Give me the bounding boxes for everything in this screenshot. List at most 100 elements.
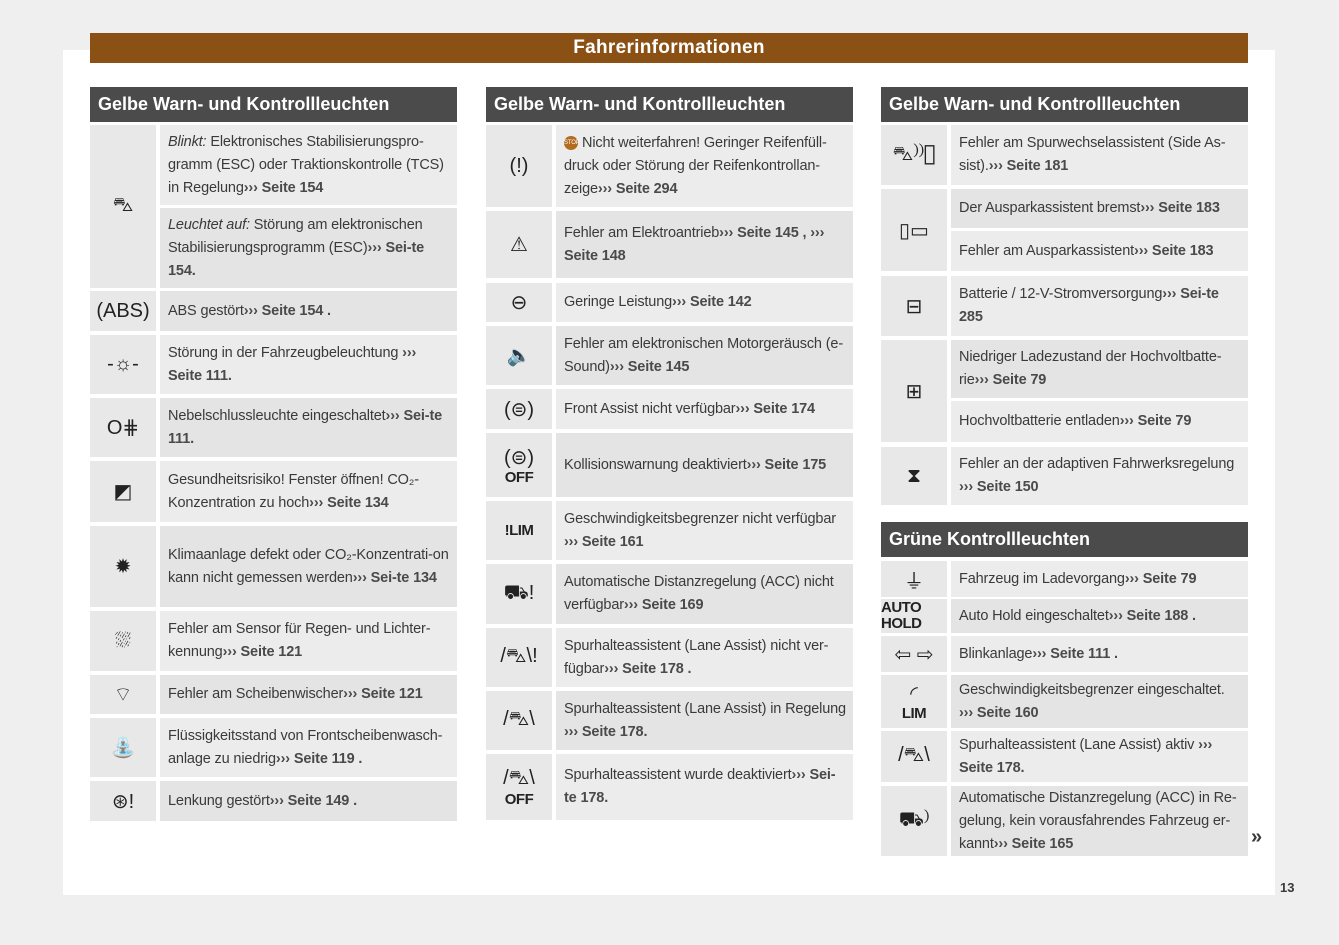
page-reference-link[interactable]: ››› Seite 79 [974, 372, 1047, 388]
table-row: ⛲ Flüssigkeitsstand von Frontscheibenwasc… [90, 718, 457, 777]
page-reference-link[interactable]: ››› Sei-te 111. [168, 407, 443, 447]
page-title: Fahrerinformationen [90, 33, 1248, 63]
description: Nebelschlussleuchte eingeschaltet››› Sei… [160, 398, 457, 457]
page-reference-link[interactable]: ››› Seite 150 [959, 479, 1039, 495]
table-row: ⏚ Fahrzeug im Ladevorgang››› Seite 79 [881, 561, 1248, 597]
description-body: ABS gestört [168, 302, 244, 319]
adaptive-suspension-icon-glyph: ⧗ [906, 464, 922, 487]
acc-no-vehicle-icon-glyph: ⛟⁾ [898, 808, 930, 831]
air-conditioning-icon-glyph: ✹ [114, 556, 132, 578]
description-text: Fehler am Scheibenwischer››› Seite 121 [168, 683, 423, 706]
description-body: Geschwindigkeitsbegrenzer nicht verfügba… [564, 510, 836, 527]
page-reference-link[interactable]: ››› Seite 121 [222, 644, 303, 660]
continued-marker: » [1251, 826, 1263, 848]
description: Geschwindigkeitsbegrenzer eingeschaltet.… [951, 675, 1248, 728]
page-reference-link[interactable]: ››› Seite 178. [564, 723, 648, 740]
page-reference-link[interactable]: ››› Seite 154 [243, 179, 324, 196]
page-reference-link[interactable]: ››› Sei-te 178. [564, 767, 836, 806]
description-body: Front Assist nicht verfügbar [564, 400, 736, 417]
description-cells: Flüssigkeitsstand von Frontscheibenwasch… [160, 718, 457, 777]
page-reference-link[interactable]: ››› Seite 178 . [604, 660, 692, 677]
page-reference-link[interactable]: ››› Seite 188 . [1108, 607, 1196, 624]
page-reference-link[interactable]: ››› Seite 79 [1119, 413, 1192, 429]
page-reference-link[interactable]: ››› Sei-te 134 [352, 569, 437, 586]
description-text: Blinkanlage››› Seite 111 . [959, 643, 1118, 666]
page-reference-link[interactable]: ››› Seite 111. [168, 344, 417, 384]
description-text: Fehler am Sensor für Regen- und Lichter-… [168, 618, 451, 664]
page-reference-link[interactable]: ››› Seite 145 [609, 358, 690, 375]
front-assist-icon-glyph: (⊜) [503, 398, 535, 421]
page-reference-link[interactable]: ››› Seite 169 [623, 597, 704, 613]
description-cells: Geschwindigkeitsbegrenzer nicht verfügba… [556, 501, 853, 560]
page-reference-link[interactable]: ››› Seite 119 . [275, 750, 363, 767]
window-open-icon-glyph: ◩ [113, 481, 133, 503]
electric-drive-fault-icon: ⚠ [486, 211, 552, 278]
page-reference-link[interactable]: ››› Sei-te 154. [168, 239, 425, 279]
description-body: Spurhalteassistent wurde deaktiviert [564, 767, 792, 783]
table-row: (!) STOP Nicht weiterfahren! Geringer Reif… [486, 125, 853, 207]
description-cells: Batterie / 12-V-Stromversorgung››› Sei-t… [951, 276, 1248, 336]
table-row: ⊞ Niedriger Ladezustand der Hochvoltbatte… [881, 340, 1248, 442]
rain-light-sensor-icon-glyph: ⛆ [115, 629, 131, 652]
reduced-power-icon: ⊖ [486, 283, 552, 322]
description: Spurhalteassistent (Lane Assist) aktiv ›… [951, 731, 1248, 782]
page-reference-link[interactable]: ››› Seite 165 [993, 835, 1074, 852]
page-reference-link[interactable]: ››› Seite 160 [959, 704, 1039, 721]
description-text: Spurhalteassistent wurde deaktiviert››› … [564, 764, 847, 810]
page-reference-link[interactable]: ››› Sei-te 285 [959, 286, 1219, 325]
page-reference-link[interactable]: ››› Seite 111 . [1032, 645, 1118, 662]
page-reference-link[interactable]: ››› Seite 181 [988, 158, 1069, 174]
page-reference-link[interactable]: ››› Seite 142 [672, 294, 752, 310]
description-cells: Geringe Leistung››› Seite 142 [556, 283, 853, 322]
rain-light-sensor-icon: ⛆ [90, 611, 156, 671]
description: Batterie / 12-V-Stromversorgung››› Sei-t… [951, 276, 1248, 336]
description-cells: Störung in der Fahrzeugbeleuchtung ››› S… [160, 335, 457, 394]
table-row: ⛟⁾ Automatische Distanzregelung (ACC) in … [881, 786, 1248, 856]
description-cells: Fehler am Elektroantrieb››› Seite 145 , … [556, 211, 853, 278]
description-text: Niedriger Ladezustand der Hochvoltbatte-… [959, 346, 1242, 392]
description: Blinkanlage››› Seite 111 . [951, 636, 1248, 672]
page-reference-link[interactable]: ››› Seite 178. [959, 736, 1213, 776]
description-cells: Blinkanlage››› Seite 111 . [951, 636, 1248, 672]
collision-warning-off-icon: (⊜) OFF [486, 433, 552, 497]
description-body: Batterie / 12-V-Stromversorgung [959, 286, 1163, 302]
esc-car-skid-icon: ⛍ [90, 125, 156, 288]
window-open-icon: ◩ [90, 461, 156, 522]
page-reference-link[interactable]: ››› Seite 294 [597, 180, 678, 197]
page-number: 13 [1280, 880, 1295, 895]
rear-fog-light-icon-glyph: O⋕ [106, 417, 140, 439]
table-row: AUTO HOLD Auto Hold eingeschaltet››› Seit… [881, 599, 1248, 633]
page-reference-link[interactable]: ››› Seite 79 [1124, 570, 1197, 587]
description: Störung in der Fahrzeugbeleuchtung ››› S… [160, 335, 457, 394]
e-sound-icon-glyph: 🔈 [506, 345, 532, 367]
description-cells: Spurhalteassistent (Lane Assist) in Rege… [556, 691, 853, 750]
icon-label: LIM [901, 705, 927, 722]
table-row: /⛍\ Spurhalteassistent (Lane Assist) in R… [486, 691, 853, 750]
description-body: Fehler an der adaptiven Fahrwerksregelun… [959, 456, 1235, 472]
page-reference-link[interactable]: ››› Seite 149 . [269, 792, 357, 809]
page-reference-link[interactable]: ››› Seite 183 [1134, 242, 1214, 259]
page-reference-link[interactable]: ››› Seite 154 . [243, 302, 331, 319]
description-text: Hochvoltbatterie entladen››› Seite 79 [959, 410, 1191, 433]
page-reference-link[interactable]: ››› Seite 175 [746, 456, 827, 473]
page-reference-link[interactable]: ››› Seite 174 [735, 400, 816, 417]
page-reference-link[interactable]: ››› Seite 121 [343, 686, 423, 702]
status-label: Blinkt: [168, 133, 207, 150]
side-assist-icon-glyph: ⛍⁾⁾▯ [892, 142, 936, 165]
description-text: Geschwindigkeitsbegrenzer eingeschaltet.… [959, 679, 1242, 725]
description-body: Geschwindigkeitsbegrenzer eingeschaltet. [959, 681, 1225, 698]
page-reference-link[interactable]: ››› Seite 183 [1140, 200, 1220, 216]
table-row: ⧗ Fehler an der adaptiven Fahrwerksregelu… [881, 447, 1248, 505]
page-reference-link[interactable]: ››› Seite 134 [309, 494, 389, 511]
description-body: Fehler am Spurwechselassistent (Side As-… [959, 135, 1226, 174]
table-row: !LIM Geschwindigkeitsbegrenzer nicht verf… [486, 501, 853, 560]
description-body: Spurhalteassistent (Lane Assist) aktiv [959, 736, 1199, 753]
table-row: ⌔ Fehler am Scheibenwischer››› Seite 121 [90, 675, 457, 714]
description: Leuchtet auf: Störung am elektronischen … [160, 208, 457, 288]
description-body: Lenkung gestört [168, 792, 270, 809]
table-row: ✹ Klimaanlage defekt oder CO₂-Konzentrati… [90, 526, 457, 607]
page-reference-link[interactable]: ››› Seite 161 [564, 533, 644, 550]
description-text: STOP Nicht weiterfahren! Geringer Reifenf… [564, 132, 847, 201]
page-reference-link[interactable]: ››› Seite 145 , ››› Seite 148 [564, 224, 825, 264]
turn-signal-icon-glyph: ⇦ ⇨ [894, 643, 934, 666]
